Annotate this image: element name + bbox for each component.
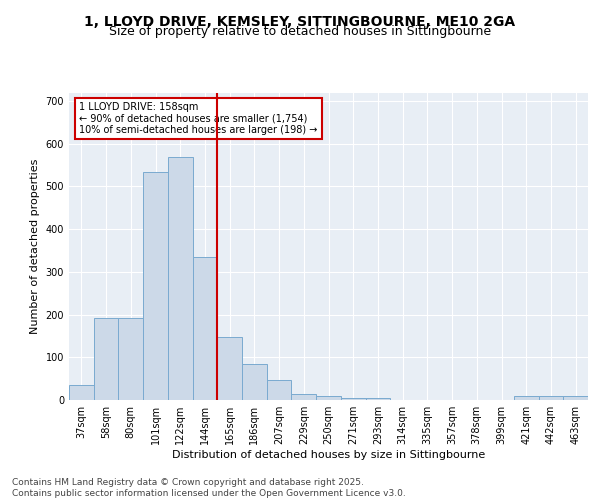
Bar <box>193 257 217 400</box>
Bar <box>514 396 539 400</box>
Bar <box>292 394 316 400</box>
Text: 1 LLOYD DRIVE: 158sqm
← 90% of detached houses are smaller (1,754)
10% of semi-d: 1 LLOYD DRIVE: 158sqm ← 90% of detached … <box>79 102 318 135</box>
Bar <box>539 396 563 400</box>
Bar <box>267 380 292 400</box>
X-axis label: Distribution of detached houses by size in Sittingbourne: Distribution of detached houses by size … <box>172 450 485 460</box>
Bar <box>69 385 94 400</box>
Bar <box>143 172 168 400</box>
Text: Size of property relative to detached houses in Sittingbourne: Size of property relative to detached ho… <box>109 25 491 38</box>
Bar <box>168 156 193 400</box>
Y-axis label: Number of detached properties: Number of detached properties <box>30 158 40 334</box>
Bar <box>118 318 143 400</box>
Bar <box>365 398 390 400</box>
Bar <box>242 364 267 400</box>
Bar <box>563 396 588 400</box>
Text: Contains HM Land Registry data © Crown copyright and database right 2025.
Contai: Contains HM Land Registry data © Crown c… <box>12 478 406 498</box>
Bar <box>217 337 242 400</box>
Bar <box>316 396 341 400</box>
Text: 1, LLOYD DRIVE, KEMSLEY, SITTINGBOURNE, ME10 2GA: 1, LLOYD DRIVE, KEMSLEY, SITTINGBOURNE, … <box>85 15 515 29</box>
Bar <box>94 318 118 400</box>
Bar <box>341 398 365 400</box>
